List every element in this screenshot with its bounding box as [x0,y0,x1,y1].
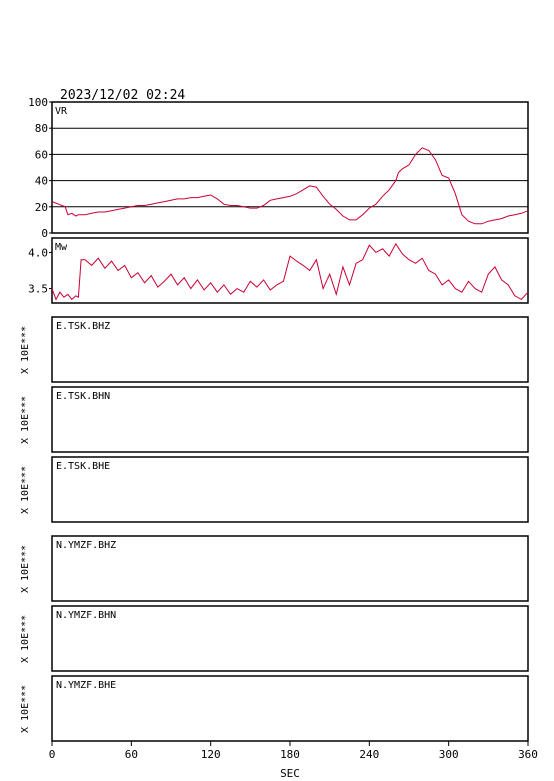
scale-label: X 10E*** [20,466,31,514]
xtick-label: 360 [518,748,538,761]
vr-ytick-labels: 0 20 40 60 80 100 [28,96,52,240]
scale-label: X 10E*** [20,545,31,593]
station-label: E.TSK.BHN [56,391,110,402]
station-label: N.YMZF.BHZ [56,540,116,551]
vr-gridlines [52,127,528,208]
vr-panel: 0 20 40 60 80 100 VR [28,96,529,240]
ytick-label: 60 [35,148,48,161]
scale-label: X 10E*** [20,326,31,374]
ytick-label: 40 [35,175,48,188]
mw-panel-label: Mw [55,242,68,253]
ytick-label: 100 [28,96,48,109]
waveform-frame [51,675,529,742]
mw-frame [51,237,529,304]
station-label: N.YMZF.BHE [56,680,116,691]
xtick-label: 300 [439,748,459,761]
waveform-frame [51,456,529,523]
xtick-label: 60 [125,748,138,761]
timestamp: 2023/12/02 02:24 [60,88,185,103]
ytick-label: 0 [41,227,48,240]
station-label: N.YMZF.BHN [56,610,116,621]
mw-ytick-labels: 3.5 4.0 [28,246,52,296]
xtick-label: 180 [280,748,300,761]
waveform-panel-2: E.TSK.BHN X 10E*** [20,386,529,453]
xtick-label: 240 [359,748,379,761]
ytick-label: 20 [35,201,48,214]
waveform-frame [51,605,529,672]
xtick-label: 0 [49,748,56,761]
mw-panel: 3.5 4.0 Mw [28,237,529,304]
waveform-frame [51,386,529,453]
waveform-panel-4: N.YMZF.BHZ X 10E*** [20,535,529,602]
x-axis-label: SEC [280,767,300,780]
waveform-panel-1: E.TSK.BHZ X 10E*** [20,316,529,383]
mw-series-line [51,242,529,301]
ytick-label: 4.0 [28,246,48,259]
scale-label: X 10E*** [20,615,31,663]
ytick-label: 3.5 [28,283,48,296]
station-label: E.TSK.BHE [56,461,110,472]
vr-frame [51,101,529,234]
ytick-label: 80 [35,122,48,135]
vr-panel-label: VR [55,106,68,117]
waveform-panel-6: N.YMZF.BHE X 10E*** [20,675,529,742]
waveform-frame [51,316,529,383]
waveform-frame [51,535,529,602]
vr-series-line [51,147,529,225]
x-axis: 0 60 120 180 240 300 360 [49,741,538,761]
xtick-label: 120 [201,748,221,761]
scale-label: X 10E*** [20,685,31,733]
waveform-panel-3: E.TSK.BHE X 10E*** [20,456,529,523]
waveform-panel-5: N.YMZF.BHN X 10E*** [20,605,529,672]
scale-label: X 10E*** [20,396,31,444]
station-label: E.TSK.BHZ [56,321,110,332]
